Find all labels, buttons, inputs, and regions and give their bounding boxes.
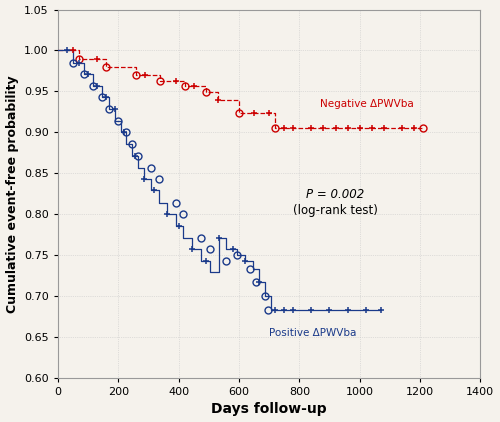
Text: P = 0.002: P = 0.002: [306, 188, 364, 201]
X-axis label: Days follow-up: Days follow-up: [212, 403, 327, 417]
Text: Negative ΔPWVba: Negative ΔPWVba: [320, 99, 414, 109]
Text: Positive ΔPWVba: Positive ΔPWVba: [269, 328, 356, 338]
Text: (log-rank test): (log-rank test): [293, 204, 378, 217]
Y-axis label: Cumulative event-free probability: Cumulative event-free probability: [6, 75, 18, 313]
